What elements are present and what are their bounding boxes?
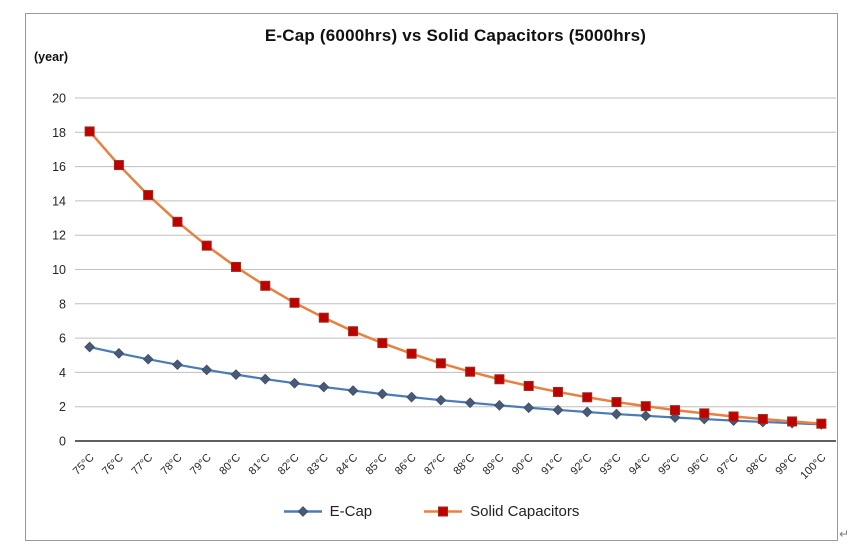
svg-text:89°C: 89°C xyxy=(481,452,507,478)
svg-text:100°C: 100°C xyxy=(798,452,828,482)
svg-text:16: 16 xyxy=(52,160,66,174)
svg-text:18: 18 xyxy=(52,126,66,140)
svg-text:98°C: 98°C xyxy=(744,452,770,478)
paragraph-return-mark: ↵ xyxy=(839,527,850,541)
svg-text:86°C: 86°C xyxy=(393,452,419,478)
svg-text:82°C: 82°C xyxy=(276,452,302,478)
solid-capacitors-line-square-icon xyxy=(424,506,463,517)
svg-text:12: 12 xyxy=(52,229,66,243)
legend-label-solid-capacitors: Solid Capacitors xyxy=(470,503,580,520)
ecap-line-diamond-icon xyxy=(283,506,322,517)
svg-text:87°C: 87°C xyxy=(422,452,448,478)
svg-text:91°C: 91°C xyxy=(539,452,565,478)
svg-text:80°C: 80°C xyxy=(217,452,243,478)
svg-text:0: 0 xyxy=(59,435,66,449)
chart-frame[interactable]: E-Cap (6000hrs) vs Solid Capacitors (500… xyxy=(25,13,838,541)
svg-text:10: 10 xyxy=(52,263,66,277)
svg-text:78°C: 78°C xyxy=(159,452,185,478)
chart-title: E-Cap (6000hrs) vs Solid Capacitors (500… xyxy=(264,26,647,45)
y-axis-unit-label: (year) xyxy=(34,50,69,64)
svg-text:90°C: 90°C xyxy=(510,452,536,478)
ecap-series xyxy=(84,341,827,430)
svg-text:77°C: 77°C xyxy=(129,452,155,478)
svg-text:93°C: 93°C xyxy=(598,452,624,478)
svg-text:88°C: 88°C xyxy=(451,452,477,478)
plot-area: 0 2 4 6 8 10 12 14 16 18 20 75°C 76°C 77°C 78°C 79°C 80°… xyxy=(52,92,836,482)
svg-text:94°C: 94°C xyxy=(627,452,653,478)
solid-capacitors-series xyxy=(84,126,827,429)
svg-text:6: 6 xyxy=(59,332,66,346)
y-axis-tick-labels: 0 2 4 6 8 10 12 14 16 18 20 xyxy=(52,92,66,449)
svg-text:84°C: 84°C xyxy=(334,452,360,478)
legend-item-ecap[interactable]: E-Cap xyxy=(283,503,373,520)
svg-text:2: 2 xyxy=(59,400,66,414)
svg-text:85°C: 85°C xyxy=(364,452,390,478)
x-axis-tick-labels: 75°C 76°C 77°C 78°C 79°C 80°C 81°C 82°C 83°C 84°C… xyxy=(71,452,829,482)
svg-text:75°C: 75°C xyxy=(71,452,97,478)
svg-text:96°C: 96°C xyxy=(686,452,712,478)
svg-text:99°C: 99°C xyxy=(773,452,799,478)
svg-text:8: 8 xyxy=(59,297,66,311)
svg-text:83°C: 83°C xyxy=(305,452,331,478)
legend-label-ecap: E-Cap xyxy=(329,503,373,520)
legend: E-Cap Solid Capacitors xyxy=(26,503,837,520)
svg-text:95°C: 95°C xyxy=(656,452,682,478)
svg-text:76°C: 76°C xyxy=(100,452,126,478)
svg-text:97°C: 97°C xyxy=(715,452,741,478)
svg-text:20: 20 xyxy=(52,92,66,106)
svg-text:79°C: 79°C xyxy=(188,452,214,478)
svg-text:81°C: 81°C xyxy=(247,452,273,478)
legend-item-solid-capacitors[interactable]: Solid Capacitors xyxy=(424,503,579,520)
svg-text:4: 4 xyxy=(59,366,66,380)
gridlines xyxy=(75,97,836,408)
svg-text:92°C: 92°C xyxy=(568,452,594,478)
svg-text:14: 14 xyxy=(52,194,66,208)
